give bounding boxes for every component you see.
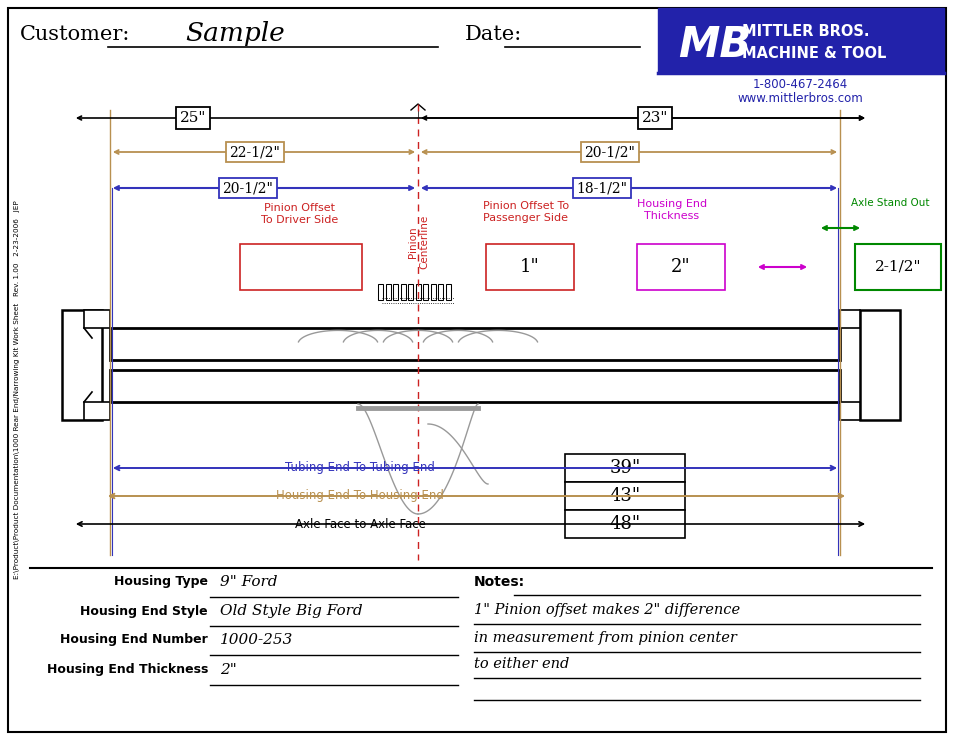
Text: 1-800-467-2464: 1-800-467-2464 bbox=[752, 78, 846, 92]
Text: Housing End
Thickness: Housing End Thickness bbox=[637, 199, 706, 221]
Text: Axle Face to Axle Face: Axle Face to Axle Face bbox=[294, 517, 425, 531]
Bar bbox=[400, 284, 406, 300]
Text: 23": 23" bbox=[641, 111, 667, 125]
Text: Housing End Thickness: Housing End Thickness bbox=[47, 663, 208, 677]
Text: 20-1/2": 20-1/2" bbox=[584, 145, 635, 159]
Text: 2": 2" bbox=[220, 663, 236, 677]
Text: Date:: Date: bbox=[464, 26, 521, 44]
Bar bbox=[485, 244, 574, 290]
Text: Housing Type: Housing Type bbox=[113, 576, 208, 588]
Text: MITTLER BROS.: MITTLER BROS. bbox=[741, 24, 868, 40]
Bar bbox=[386, 284, 391, 300]
Bar bbox=[564, 454, 684, 482]
Text: 22-1/2": 22-1/2" bbox=[230, 145, 280, 159]
Bar bbox=[408, 284, 413, 300]
Bar bbox=[637, 244, 724, 290]
Text: 25": 25" bbox=[179, 111, 206, 125]
Bar bbox=[240, 244, 361, 290]
Bar bbox=[658, 8, 943, 72]
Bar bbox=[393, 284, 398, 300]
Text: MACHINE & TOOL: MACHINE & TOOL bbox=[741, 46, 885, 61]
Text: Notes:: Notes: bbox=[474, 575, 524, 589]
Text: Tubing End To Tubing End: Tubing End To Tubing End bbox=[285, 461, 435, 475]
Text: 1" Pinion offset makes 2" difference: 1" Pinion offset makes 2" difference bbox=[474, 603, 740, 617]
Bar bbox=[438, 284, 443, 300]
Text: 2-1/2": 2-1/2" bbox=[874, 260, 921, 274]
Text: Pinion Offset To
Passenger Side: Pinion Offset To Passenger Side bbox=[482, 201, 569, 223]
Text: Axle Stand Out: Axle Stand Out bbox=[850, 198, 928, 208]
Text: E:\Product\Product Documentation\1000 Rear End/Narrowing Kit Work Sheet   Rev. 1: E:\Product\Product Documentation\1000 Re… bbox=[14, 201, 20, 579]
Text: www.mittlerbros.com: www.mittlerbros.com bbox=[737, 92, 862, 105]
Text: 39": 39" bbox=[609, 459, 640, 477]
Text: MB: MB bbox=[678, 24, 750, 66]
Bar bbox=[854, 244, 940, 290]
Text: 43": 43" bbox=[609, 487, 639, 505]
Text: Pinion
Centerline: Pinion Centerline bbox=[408, 215, 430, 269]
Text: Housing End Style: Housing End Style bbox=[80, 604, 208, 618]
Bar bbox=[859, 310, 899, 420]
Text: Housing End Number: Housing End Number bbox=[60, 633, 208, 646]
Text: 1": 1" bbox=[519, 258, 539, 276]
Bar bbox=[110, 370, 840, 402]
Bar bbox=[423, 284, 428, 300]
Bar bbox=[431, 284, 436, 300]
Bar bbox=[446, 284, 451, 300]
Text: 48": 48" bbox=[609, 515, 639, 533]
Bar bbox=[840, 402, 859, 420]
Text: 18-1/2": 18-1/2" bbox=[576, 181, 627, 195]
Bar bbox=[564, 510, 684, 538]
Text: Housing End To Housing End: Housing End To Housing End bbox=[275, 489, 443, 503]
Bar bbox=[564, 482, 684, 510]
Text: Customer:: Customer: bbox=[20, 26, 131, 44]
Text: Sample: Sample bbox=[185, 21, 284, 46]
Bar bbox=[84, 402, 110, 420]
Bar bbox=[416, 284, 420, 300]
Text: 1000-253: 1000-253 bbox=[220, 633, 294, 647]
Text: to either end: to either end bbox=[474, 657, 569, 671]
Text: in measurement from pinion center: in measurement from pinion center bbox=[474, 631, 736, 645]
Text: 20-1/2": 20-1/2" bbox=[222, 181, 274, 195]
Text: 2": 2" bbox=[671, 258, 690, 276]
Bar bbox=[110, 328, 840, 360]
Text: Old Style Big Ford: Old Style Big Ford bbox=[220, 604, 362, 618]
Bar bbox=[62, 310, 102, 420]
Text: 9" Ford: 9" Ford bbox=[220, 575, 277, 589]
Bar bbox=[378, 284, 383, 300]
Text: Pinion Offset
To Driver Side: Pinion Offset To Driver Side bbox=[261, 203, 338, 225]
Bar bbox=[840, 310, 859, 328]
Bar bbox=[84, 310, 110, 328]
